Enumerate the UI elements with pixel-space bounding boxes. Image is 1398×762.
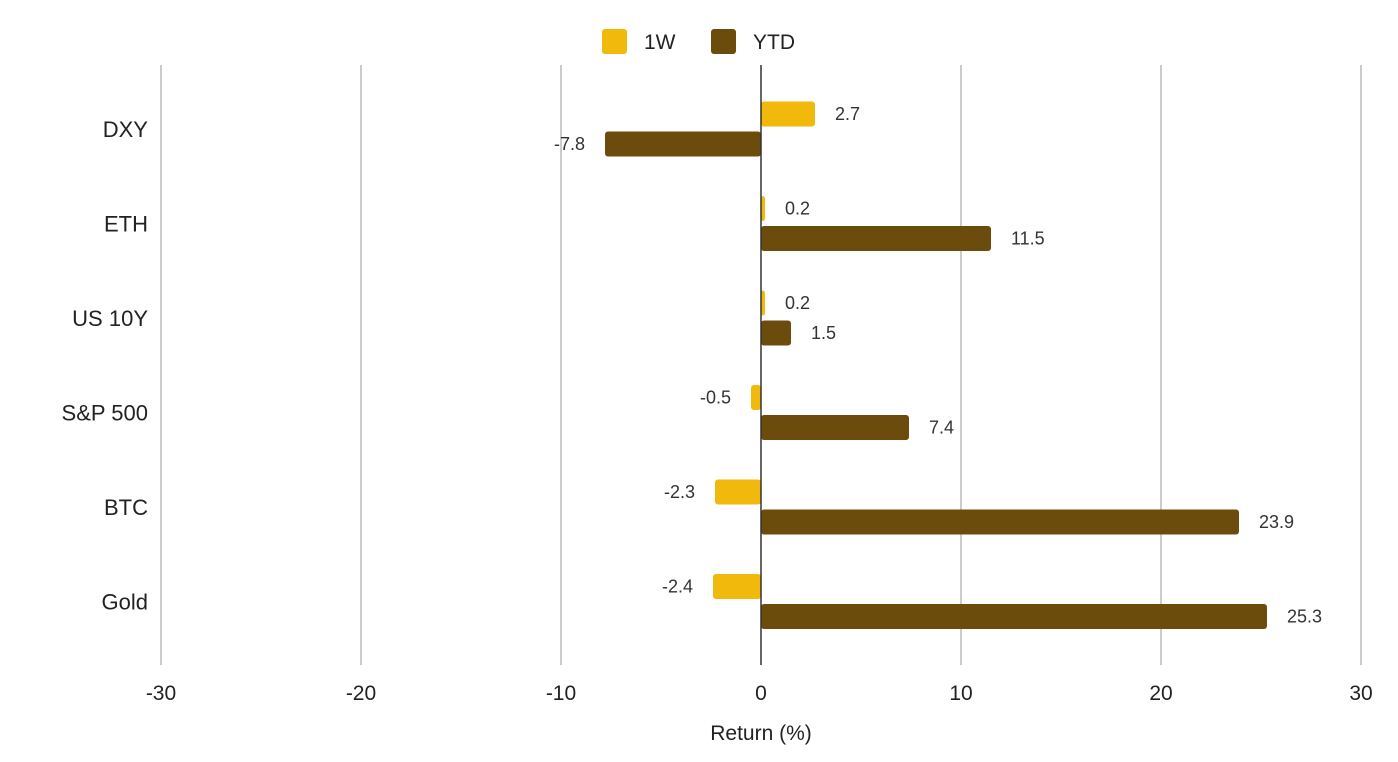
category-label-btc: BTC (104, 495, 148, 520)
chart-legend: 1W YTD (602, 29, 795, 54)
x-tick-label: 30 (1349, 682, 1372, 705)
data-label-1w-btc: -2.3 (664, 482, 695, 502)
bar-1w-gold (713, 574, 761, 599)
chart-data-labels: 2.7-7.80.211.50.21.5-0.57.4-2.323.9-2.42… (554, 104, 1322, 627)
category-label-dxy: DXY (103, 117, 149, 142)
x-tick-label: 10 (949, 682, 972, 705)
legend-swatch-ytd (711, 29, 736, 54)
data-label-ytd-btc: 23.9 (1259, 512, 1294, 532)
category-label-us-10y: US 10Y (72, 306, 148, 331)
data-label-ytd-us-10y: 1.5 (811, 323, 836, 343)
x-tick-label: 0 (755, 682, 767, 705)
legend-swatch-1w (602, 29, 627, 54)
category-label-eth: ETH (104, 212, 148, 237)
data-label-ytd-eth: 11.5 (1011, 229, 1045, 249)
chart-category-labels: DXY ETH US 10Y S&P 500 BTC Gold (62, 117, 149, 615)
data-label-ytd-s-p-500: 7.4 (929, 418, 954, 438)
x-tick-label: 20 (1149, 682, 1172, 705)
bar-ytd-dxy (605, 131, 761, 157)
bar-ytd-eth (761, 226, 991, 251)
category-label-gold: Gold (102, 590, 148, 615)
bar-ytd-s-p-500 (761, 415, 909, 440)
bar-1w-us-10y (761, 290, 765, 316)
bar-1w-s-p-500 (751, 385, 761, 410)
bar-ytd-btc (761, 509, 1239, 535)
category-label-s-p-500: S&P 500 (62, 401, 148, 426)
data-label-1w-s-p-500: -0.5 (700, 388, 731, 408)
data-label-ytd-dxy: -7.8 (554, 134, 585, 154)
legend-label-1w: 1W (644, 31, 676, 54)
bar-1w-dxy (761, 101, 815, 127)
x-axis-title: Return (%) (710, 722, 812, 745)
bar-ytd-gold (761, 604, 1267, 629)
data-label-1w-dxy: 2.7 (835, 104, 860, 124)
bar-1w-btc (715, 479, 761, 505)
data-label-ytd-gold: 25.3 (1287, 607, 1322, 627)
legend-label-ytd: YTD (753, 31, 795, 54)
x-tick-label: -10 (546, 682, 576, 705)
chart-gridlines (160, 65, 1362, 665)
bar-1w-eth (761, 196, 765, 221)
data-label-1w-us-10y: 0.2 (785, 293, 810, 313)
x-tick-label: -20 (346, 682, 376, 705)
data-label-1w-gold: -2.4 (662, 577, 693, 597)
bar-ytd-us-10y (761, 320, 791, 346)
chart-x-tick-labels: -30 -20 -10 0 10 20 30 (146, 682, 1373, 705)
x-tick-label: -30 (146, 682, 176, 705)
data-label-1w-eth: 0.2 (785, 199, 810, 219)
chart-bars (605, 101, 1267, 629)
